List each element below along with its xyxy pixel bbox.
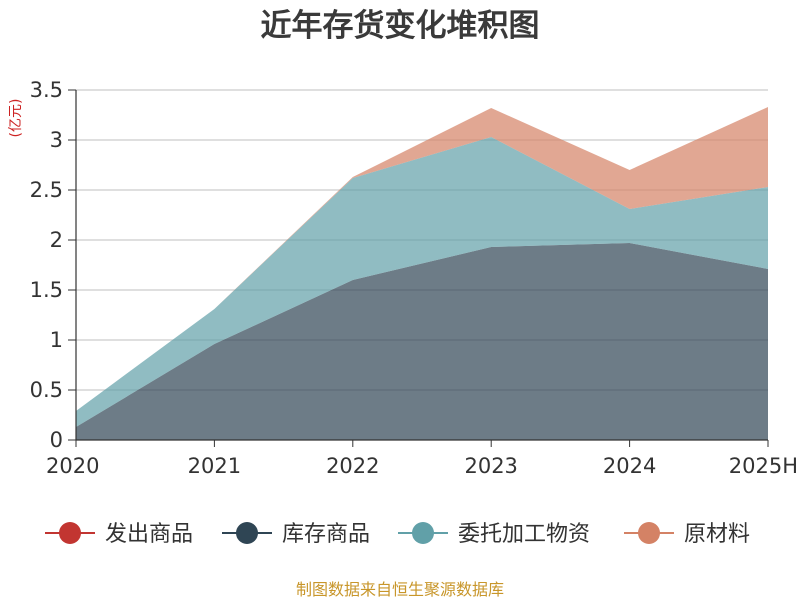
legend-label: 发出商品: [105, 522, 193, 547]
legend-label: 库存商品: [282, 522, 370, 547]
y-tick-label: 2.5: [30, 178, 63, 202]
y-tick-label: 2: [50, 228, 63, 252]
legend-marker: [412, 522, 434, 544]
area-委托加工物资: [76, 137, 768, 427]
legend-item: 原材料: [624, 522, 750, 547]
legend-item: 发出商品: [45, 522, 193, 547]
legend: 发出商品 库存商品 委托加工物资 原材料: [45, 522, 750, 547]
data-source-note: 制图数据来自恒生聚源数据库: [296, 580, 504, 599]
x-tick-label: 2023: [464, 454, 517, 478]
y-tick-label: 1.5: [30, 278, 63, 302]
legend-item: 委托加工物资: [398, 522, 590, 547]
area-库存商品: [76, 243, 768, 440]
x-axis-ticks: 2020 2021 2022 2023 2024 2025H: [46, 440, 798, 478]
legend-label: 委托加工物资: [458, 522, 590, 547]
legend-marker: [59, 522, 81, 544]
y-tick-label: 1: [50, 328, 63, 352]
series-areas: [76, 107, 768, 440]
y-tick-label: 0: [50, 428, 63, 452]
legend-marker: [236, 522, 258, 544]
y-tick-label: 0.5: [30, 378, 63, 402]
y-tick-label: 3: [50, 128, 63, 152]
y-axis-ticks: 0 0.5 1 1.5 2 2.5 3 3.5: [30, 78, 76, 452]
y-axis-unit: (亿元): [8, 99, 24, 138]
x-tick-label: 2020: [46, 454, 99, 478]
x-tick-label: 2021: [188, 454, 241, 478]
legend-marker: [638, 522, 660, 544]
area-原材料: [76, 107, 768, 411]
legend-label: 原材料: [684, 522, 750, 547]
x-tick-label: 2022: [326, 454, 379, 478]
axes: [75, 90, 768, 441]
legend-item: 库存商品: [222, 522, 370, 547]
x-tick-label: 2024: [603, 454, 656, 478]
y-tick-label: 3.5: [30, 78, 63, 102]
chart-title: 近年存货变化堆积图: [261, 8, 540, 44]
x-tick-label: 2025H: [729, 454, 798, 478]
